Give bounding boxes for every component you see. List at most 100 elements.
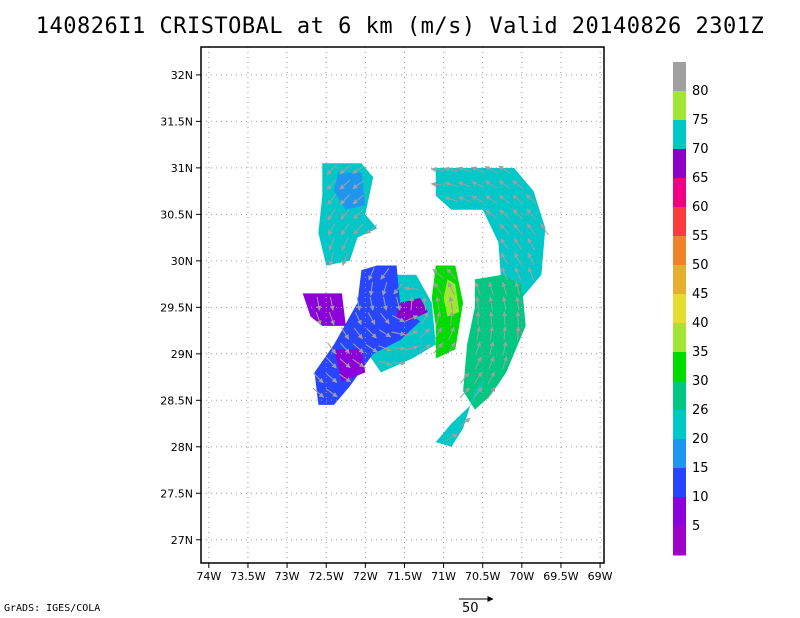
colorbar-label: 50 [692,258,709,273]
wind-vector-115 [512,209,524,220]
colorbar-segment-15 [673,497,686,527]
wind-vector-144 [484,166,498,174]
colorbar-label: 40 [692,316,709,331]
wind-vector-24 [365,343,378,353]
wind-vector-83 [501,281,508,296]
lat-tick-label: 28.5N [160,394,193,407]
wind-vector-107 [513,223,523,235]
wind-vector-124 [498,194,511,205]
wind-vector-68 [422,296,427,311]
lat-tick-label: 28N [171,441,193,454]
lon-tick-label: 73W [275,570,300,583]
wind-vector-52 [391,314,405,323]
wind-vector-31 [475,341,482,355]
wind-vector-79 [434,282,443,295]
wind-region-7 [302,293,346,326]
wind-vector-102 [327,222,336,236]
wind-vector-109 [540,223,549,236]
wind-vector-44 [489,326,495,341]
wind-vector-90 [514,267,522,281]
colorbar-segment-9 [673,323,686,353]
wind-vector-100 [513,237,523,251]
wind-vector-42 [448,326,455,340]
colorbar-segment-4 [673,178,686,208]
wind-vector-48 [328,311,335,326]
wind-vector-50 [367,312,376,325]
colorbar-segment-14 [673,468,686,498]
wind-vector-30 [447,341,456,355]
wind-vector-93 [341,252,348,266]
wind-vector-64 [369,296,375,311]
wind-vector-33 [502,341,508,356]
wind-vector-111 [340,208,350,221]
wind-vector-73 [501,296,507,311]
wind-vector-2 [312,388,325,398]
wind-vector-21 [327,342,337,355]
wind-vector-118 [339,194,351,205]
wind-vector-41 [434,326,443,340]
wind-vector-51 [380,312,390,325]
wind-vector-97 [328,237,335,251]
wind-vector-120 [444,196,459,202]
wind-vector-87 [432,268,444,279]
colorbar-label: 60 [692,200,709,215]
wind-region-4 [435,377,487,447]
wind-vector-36 [366,328,377,339]
wind-vector-123 [485,195,498,204]
wind-vector-131 [444,181,459,187]
wind-vector-54 [421,311,429,325]
wind-vector-60 [515,311,521,326]
wind-vector-32 [489,341,495,356]
plot-frame [200,46,605,564]
wind-vector-72 [488,296,494,311]
software-credit: GrADS: IGES/COLA [4,603,101,614]
wind-vector-132 [457,181,472,188]
wind-vector-12 [487,371,495,385]
colorbar-segment-11 [673,381,686,411]
wind-vector-142 [457,166,472,173]
wind-vector-71 [475,296,481,311]
wind-region-3 [463,274,526,410]
wind-vector-20 [502,356,508,370]
colorbar-label: 30 [692,374,709,389]
colorbar-label: 10 [692,490,709,505]
wind-vector-86 [380,268,390,280]
wind-vector-91 [527,266,535,281]
colorbar-label: 5 [692,519,700,534]
wind-vector-105 [366,224,378,235]
lat-tick-label: 29N [171,348,193,361]
colorbar-segment-12 [673,410,686,440]
wind-vector-78 [404,285,419,291]
wind-vector-37 [378,329,392,338]
map-title: 140826I1 CRISTOBAL at 6 km (m/s) Valid 2… [35,14,765,39]
wind-vector-43 [476,326,481,341]
wind-vector-55 [435,311,442,326]
wind-vector-5 [473,387,483,399]
wind-vector-23 [352,343,364,354]
lat-tick-label: 32N [171,69,193,82]
wind-vector-103 [340,223,350,236]
wind-vector-108 [526,223,536,236]
colorbar-label: 65 [692,171,709,186]
wind-vector-59 [502,311,508,326]
colorbar-segment-1 [673,91,686,121]
wind-vector-126 [525,194,537,205]
wind-vector-127 [326,179,337,191]
wind-vector-96 [527,252,535,266]
wind-vector-46 [515,326,521,341]
wind-vector-28 [418,344,432,353]
wind-vector-94 [500,252,509,266]
wind-vector-140 [430,166,446,172]
wind-vector-134 [484,180,498,189]
wind-vector-6 [487,386,496,399]
wind-vector-98 [341,237,349,251]
wind-vector-117 [327,193,337,206]
colorbar-segment-6 [673,236,686,266]
colorbar-segment-16 [673,526,686,556]
wind-vector-145 [498,165,511,174]
wind-vector-138 [339,164,351,175]
colorbar-label: 75 [692,113,709,128]
wind-region-9 [396,298,428,322]
wind-vector-114 [499,209,511,220]
wind-vector-77 [393,283,403,295]
